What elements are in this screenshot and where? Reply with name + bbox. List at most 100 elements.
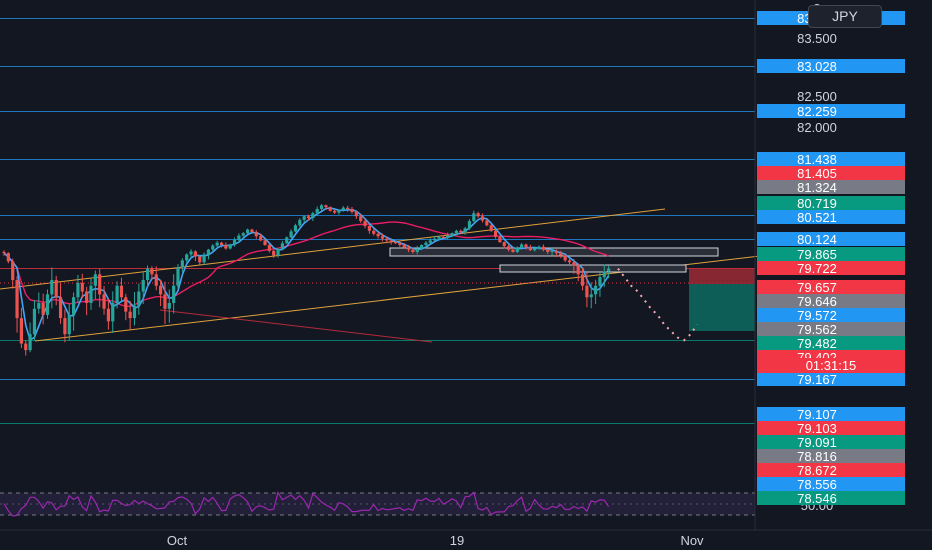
price-tag-7: 80.521 <box>757 210 905 225</box>
time-axis[interactable]: Oct 19 Nov <box>167 533 704 548</box>
candle-body-89 <box>389 240 393 243</box>
price-label-3: 82.000 <box>797 120 837 135</box>
candle-body-115 <box>502 242 506 247</box>
price-tag-text: 79.572 <box>797 308 837 323</box>
price-tag-text: 78.672 <box>797 463 837 478</box>
candle-body-111 <box>485 220 489 226</box>
candle-body-97 <box>424 242 428 246</box>
price-tag-bg <box>757 463 905 477</box>
candle-body-19 <box>85 291 89 303</box>
candle-body-2 <box>11 261 15 281</box>
candle-body-74 <box>324 205 328 208</box>
price-tag-1: 83.028 <box>757 59 905 74</box>
candle-body-95 <box>415 248 419 252</box>
candle-body-113 <box>493 230 498 237</box>
price-tag-text: 80.124 <box>797 232 837 247</box>
candle-body-79 <box>346 207 350 209</box>
candle-body-7 <box>32 308 37 335</box>
candle-body-85 <box>372 230 376 234</box>
price-tag-10: 79.722 <box>757 261 905 276</box>
price-tag-bg <box>757 180 905 194</box>
price-tag-text: 81.438 <box>797 152 837 167</box>
support-zone-box[interactable] <box>499 264 687 273</box>
candle-body-42 <box>185 254 189 261</box>
candle-body-18 <box>80 282 84 292</box>
candle-body-103 <box>450 233 454 236</box>
candle-body-17 <box>76 282 80 298</box>
candle-body-51 <box>224 245 228 249</box>
price-label-2: 82.500 <box>797 89 837 104</box>
candle-body-13 <box>58 297 63 319</box>
candle-body-0 <box>2 251 6 254</box>
candle-body-71 <box>311 213 315 219</box>
candle-body-34 <box>150 268 154 275</box>
candle-body-72 <box>315 208 319 214</box>
price-tag-bg <box>757 308 905 322</box>
candle-body-36 <box>159 285 163 295</box>
candle-body-20 <box>89 285 93 303</box>
price-tag-text: 79.482 <box>797 336 837 351</box>
candle-body-52 <box>228 244 232 249</box>
price-tag-21: 78.816 <box>757 449 905 464</box>
candle-body-47 <box>206 249 211 255</box>
candle-body-81 <box>354 212 358 217</box>
candle-body-99 <box>433 238 437 241</box>
candle-body-73 <box>319 205 324 209</box>
rsi-line <box>3 490 610 517</box>
currency-button[interactable]: JPY <box>808 5 882 28</box>
candle-body-121 <box>528 247 532 251</box>
candle-body-32 <box>141 280 145 292</box>
countdown-tag: 01:31:15 <box>757 358 905 373</box>
price-tag-text: 81.405 <box>797 166 837 181</box>
channel-upper-line[interactable] <box>0 208 666 290</box>
price-tag-15: 79.482 <box>757 336 905 351</box>
price-tag-18: 79.107 <box>757 407 905 422</box>
price-tag-text: 81.324 <box>797 180 837 195</box>
price-tag-bg <box>757 477 905 491</box>
candle-body-39 <box>172 285 176 303</box>
short-position-target-zone[interactable] <box>689 284 755 331</box>
price-axis[interactable]: 883.50082.50082.00083.77683.02882.25981.… <box>757 1 905 506</box>
price-tag-11: 79.657 <box>757 280 905 295</box>
red-trend-line[interactable] <box>159 309 433 343</box>
candle-body-31 <box>137 291 141 306</box>
resistance-zone-box[interactable] <box>389 247 719 257</box>
price-tag-bg <box>757 261 905 275</box>
price-tag-text: 80.521 <box>797 210 837 225</box>
candle-body-75 <box>328 207 332 211</box>
candle-body-127 <box>554 250 559 254</box>
price-tag-bg <box>757 280 905 294</box>
price-tag-8: 80.124 <box>757 232 905 247</box>
candle-body-129 <box>563 255 567 261</box>
candle-body-84 <box>367 225 371 231</box>
candle-body-69 <box>302 216 306 220</box>
price-tag-text: 79.722 <box>797 261 837 276</box>
candle-body-126 <box>550 250 554 252</box>
candle-body-35 <box>154 274 158 286</box>
candle-body-59 <box>259 236 263 241</box>
candle-body-120 <box>524 244 528 248</box>
price-tag-bg <box>757 322 905 336</box>
price-tag-5: 81.324 <box>757 180 905 195</box>
price-tag-text: 79.167 <box>797 372 837 387</box>
price-tag-text: 78.556 <box>797 477 837 492</box>
price-tag-text: 83.028 <box>797 59 837 74</box>
candle-body-60 <box>263 240 267 246</box>
price-tag-bg <box>757 166 905 180</box>
short-position-stop-zone[interactable] <box>689 269 755 284</box>
candle-body-77 <box>337 210 341 213</box>
price-tag-6: 80.719 <box>757 196 905 211</box>
candle-body-118 <box>515 247 519 252</box>
candle-body-138 <box>602 271 606 278</box>
candle-body-62 <box>272 250 276 256</box>
candle-body-40 <box>176 267 180 286</box>
candle-body-109 <box>476 213 480 217</box>
candle-body-91 <box>398 243 402 246</box>
price-tag-24: 78.546 <box>757 491 905 506</box>
candle-body-66 <box>289 231 293 238</box>
candle-body-88 <box>385 238 389 241</box>
candle-body-29 <box>128 311 132 319</box>
candle-body-43 <box>189 251 193 255</box>
candle-body-131 <box>572 262 576 266</box>
